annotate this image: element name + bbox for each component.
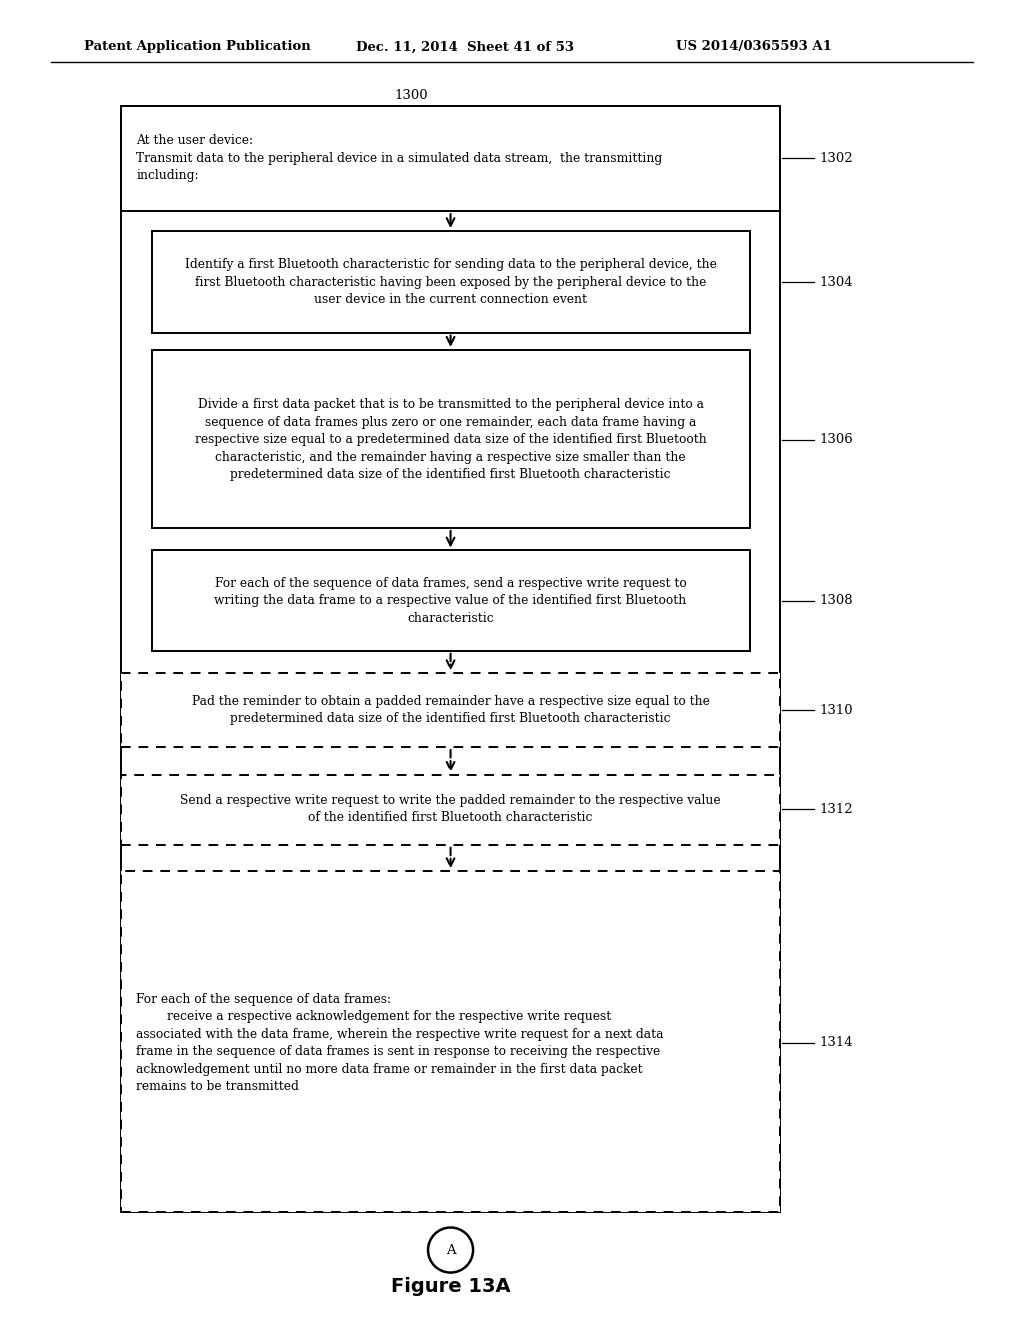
Text: US 2014/0365593 A1: US 2014/0365593 A1 (676, 41, 831, 53)
Text: For each of the sequence of data frames:
        receive a respective acknowledg: For each of the sequence of data frames:… (136, 993, 664, 1093)
Text: For each of the sequence of data frames, send a respective write request to
writ: For each of the sequence of data frames,… (214, 577, 687, 624)
Text: 1314: 1314 (819, 1036, 853, 1049)
Text: 1310: 1310 (819, 704, 853, 717)
Text: 1302: 1302 (819, 152, 853, 165)
Bar (121, 106, 780, 1212)
Bar (121, 106, 780, 211)
Text: 1306: 1306 (819, 433, 853, 446)
Text: Identify a first Bluetooth characteristic for sending data to the peripheral dev: Identify a first Bluetooth characteristi… (184, 259, 717, 306)
Bar (121, 871, 780, 1212)
Bar (152, 350, 750, 528)
Text: A: A (445, 1243, 456, 1257)
Text: Divide a first data packet that is to be transmitted to the peripheral device in: Divide a first data packet that is to be… (195, 399, 707, 480)
Text: 1300: 1300 (395, 88, 428, 102)
Bar (121, 775, 780, 845)
Ellipse shape (428, 1228, 473, 1272)
Bar (121, 673, 780, 747)
Text: 1312: 1312 (819, 803, 853, 816)
Text: Dec. 11, 2014  Sheet 41 of 53: Dec. 11, 2014 Sheet 41 of 53 (356, 41, 574, 53)
Text: 1304: 1304 (819, 276, 853, 289)
Text: Send a respective write request to write the padded remainder to the respective : Send a respective write request to write… (180, 793, 721, 825)
Text: Figure 13A: Figure 13A (391, 1278, 510, 1296)
Bar (152, 550, 750, 651)
Text: Patent Application Publication: Patent Application Publication (84, 41, 310, 53)
Text: 1308: 1308 (819, 594, 853, 607)
Text: At the user device:
Transmit data to the peripheral device in a simulated data s: At the user device: Transmit data to the… (136, 135, 663, 182)
Text: Pad the reminder to obtain a padded remainder have a respective size equal to th: Pad the reminder to obtain a padded rema… (191, 694, 710, 726)
Bar (152, 231, 750, 333)
